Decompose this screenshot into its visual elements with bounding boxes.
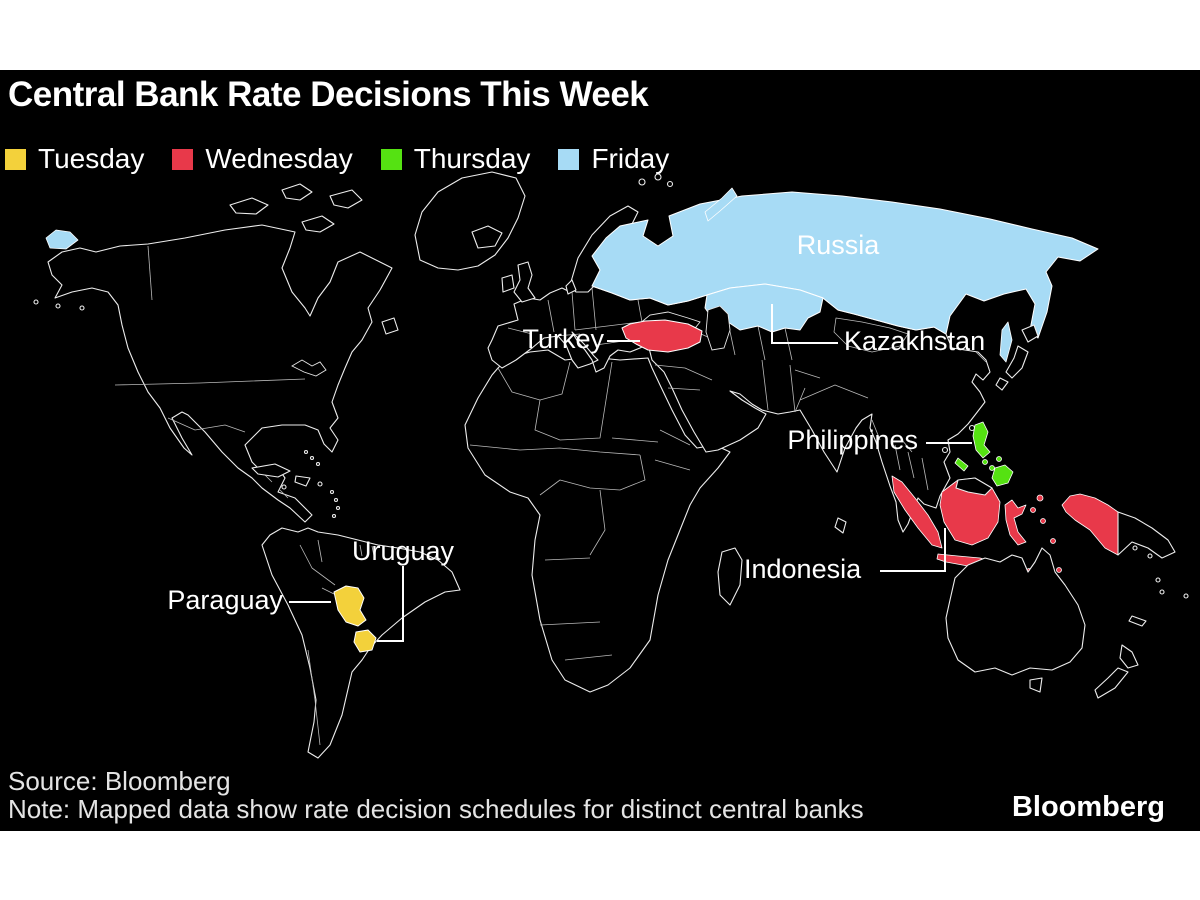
newfoundland: [381, 317, 399, 335]
country-paraguay: [333, 585, 367, 627]
country-indonesia: [891, 475, 1119, 576]
legend-label: Wednesday: [205, 143, 353, 174]
world-map: Russia Turkey Kazakhstan Philippines Ind…: [33, 171, 1189, 759]
legend-item-wednesday: Wednesday: [172, 143, 353, 175]
kazakhstan-leader: [771, 304, 838, 344]
sri-lanka: [834, 517, 847, 534]
note-text: Note: Mapped data show rate decision sch…: [8, 794, 864, 824]
us-canada-border: [114, 378, 306, 386]
kazakhstan-label: Kazakhstan: [844, 326, 985, 356]
caspian-sea: [705, 305, 731, 351]
country-uruguay: [353, 629, 377, 653]
russia-novaya-zemlya: [704, 187, 738, 222]
indonesia-region: [891, 475, 1176, 576]
map-labels: Russia Turkey Kazakhstan Philippines Ind…: [167, 230, 985, 615]
oceania: [945, 545, 1189, 699]
south-america: [261, 527, 461, 759]
greenland: [414, 171, 526, 271]
indonesia-label: Indonesia: [744, 554, 862, 584]
new-caledonia: [1128, 615, 1147, 627]
iceland: [471, 225, 503, 249]
russia-sakhalin: [999, 321, 1013, 363]
great-britain: [513, 261, 536, 303]
country-philippines: [954, 421, 1014, 487]
new-zealand-north: [1119, 644, 1139, 669]
sumatra: [891, 475, 943, 549]
chart-title: Central Bank Rate Decisions This Week: [8, 75, 649, 114]
legend-label: Tuesday: [38, 143, 145, 174]
us-mexico-border: [167, 417, 246, 433]
country-turkey: [621, 319, 703, 353]
hispaniola: [294, 475, 311, 487]
tuesday-swatch: [5, 148, 26, 170]
thursday-swatch: [380, 148, 402, 170]
source-text: Source: Bloomberg: [8, 766, 231, 796]
legend: Tuesday Wednesday Thursday Friday: [5, 143, 697, 175]
australia: [945, 547, 1086, 676]
tasmania: [1029, 677, 1043, 693]
mongolia-border: [833, 317, 909, 353]
legend-item-friday: Friday: [558, 143, 669, 175]
luzon: [972, 421, 991, 459]
uruguay-label: Uruguay: [352, 536, 455, 566]
turkey-label: Turkey: [522, 324, 604, 354]
great-lakes: [291, 359, 327, 377]
sulawesi: [1004, 499, 1027, 546]
kyushu: [995, 377, 1009, 391]
wednesday-swatch: [172, 148, 194, 170]
legend-label: Thursday: [413, 143, 531, 174]
legend-item-tuesday: Tuesday: [5, 143, 144, 175]
paraguay-label: Paraguay: [167, 585, 283, 615]
greenland-arctic: [229, 171, 674, 271]
denmark: [565, 279, 577, 295]
philippines-label: Philippines: [787, 425, 918, 455]
friday-countries: [45, 187, 1099, 363]
new-zealand-south: [1094, 667, 1129, 699]
indonesia-leader: [880, 528, 946, 572]
west-papua: [1061, 493, 1119, 556]
uruguay-leader: [377, 566, 404, 642]
leader-lines: [289, 304, 972, 642]
malaysia-borneo: [955, 477, 993, 496]
friday-swatch: [558, 148, 580, 170]
russia-chukotka-west: [45, 229, 79, 250]
hokkaido: [1021, 324, 1039, 343]
madagascar: [717, 547, 743, 606]
bloomberg-logo: Bloomberg: [1011, 791, 1165, 823]
russia-label: Russia: [797, 230, 881, 260]
cuba: [251, 463, 291, 478]
legend-item-thursday: Thursday: [380, 143, 531, 175]
chart-panel: Central Bank Rate Decisions This Week Tu…: [0, 70, 1200, 831]
hainan: [941, 446, 949, 454]
papua-new-guinea: [1117, 511, 1176, 559]
africa: [464, 349, 743, 693]
north-america: [33, 224, 399, 523]
ireland: [501, 274, 515, 293]
mindanao: [991, 464, 1014, 487]
alaska-border: [147, 245, 153, 301]
palawan: [954, 457, 969, 472]
legend-label: Friday: [591, 143, 670, 174]
honshu: [1005, 345, 1029, 379]
japan: [995, 324, 1039, 391]
caribbean: [251, 449, 341, 519]
chile-argentina-border: [307, 649, 321, 746]
